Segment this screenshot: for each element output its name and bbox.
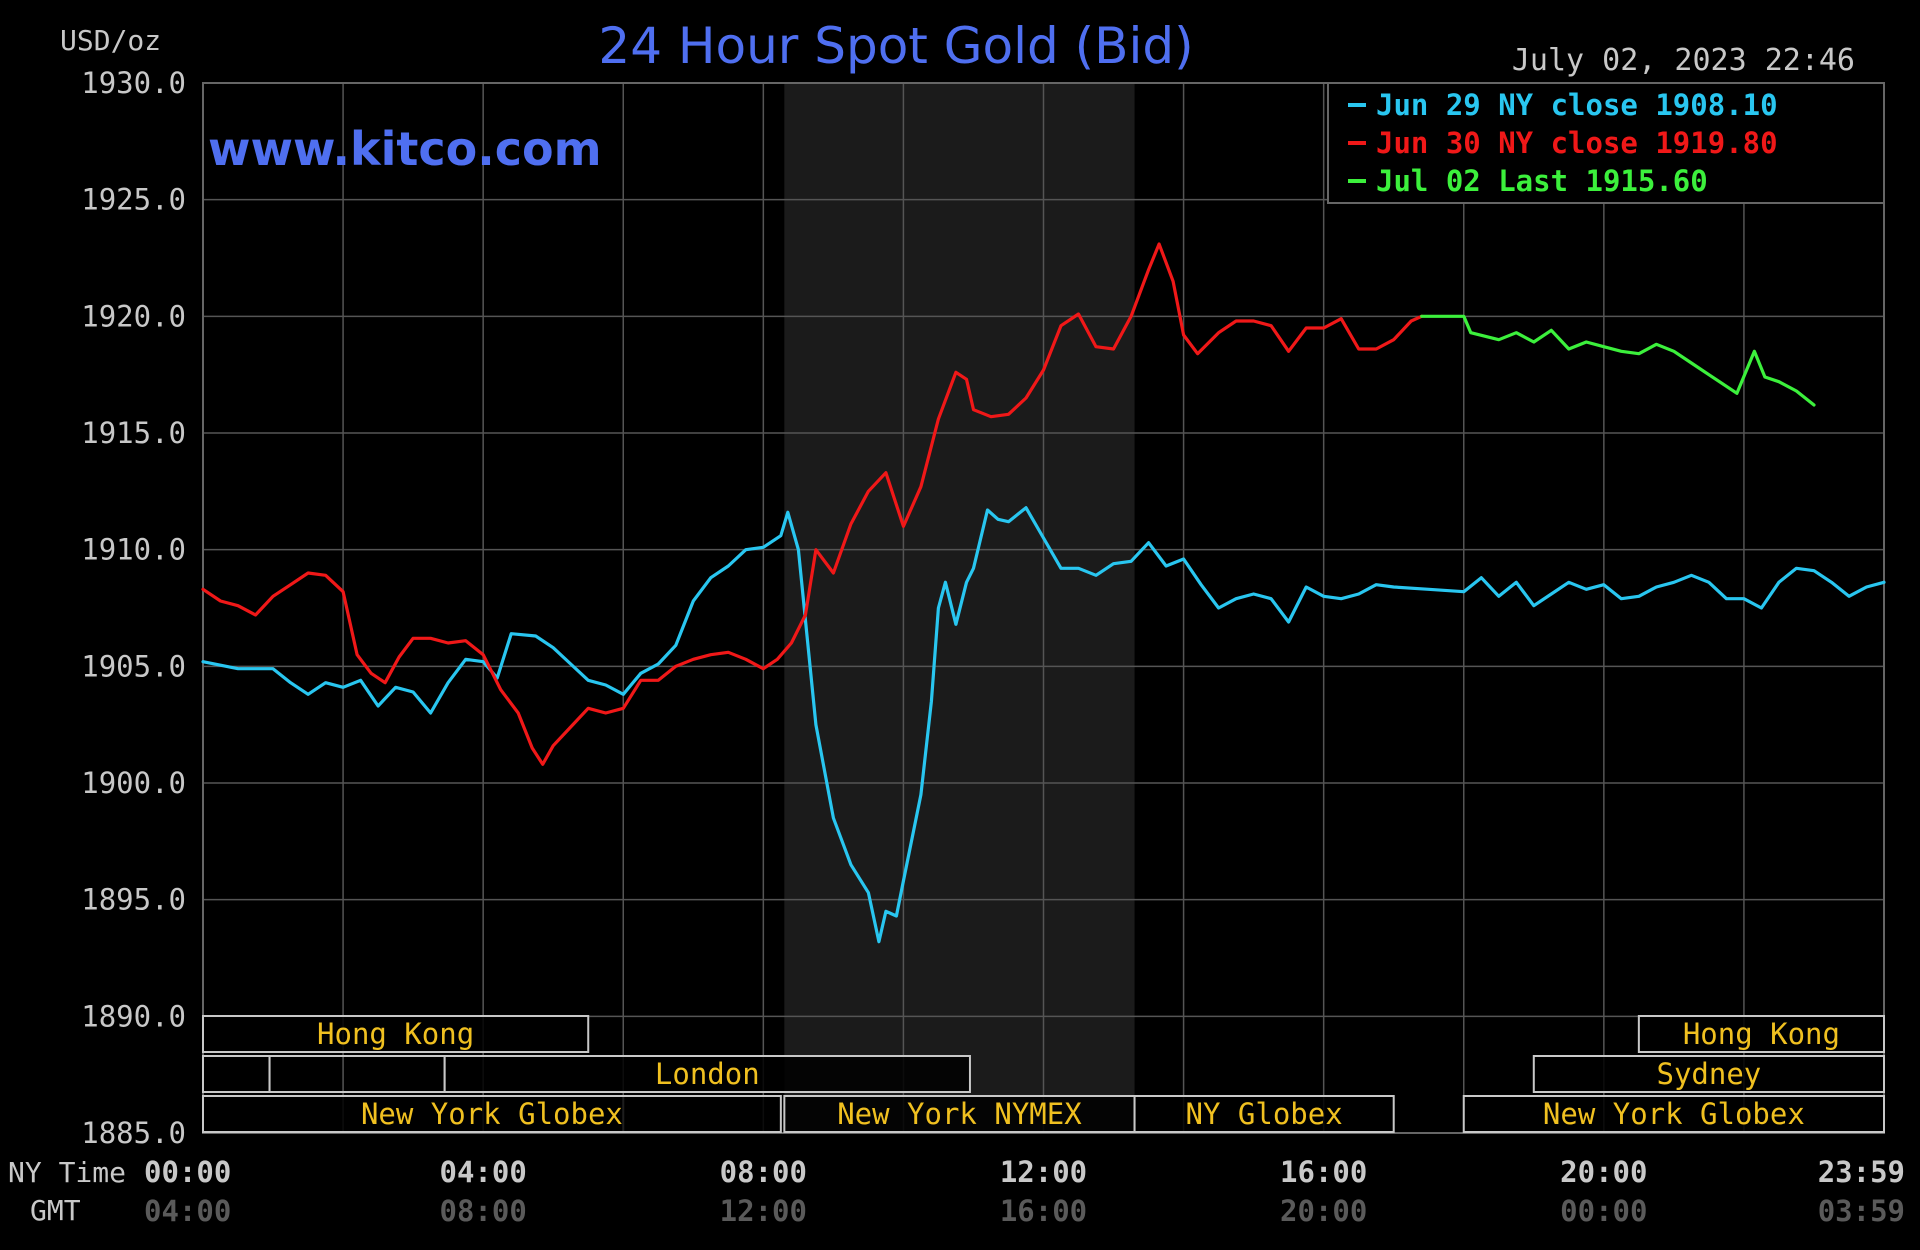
chart-grid bbox=[203, 83, 1884, 1133]
session-label: London bbox=[655, 1057, 760, 1091]
y-tick-label: 1885.0 bbox=[81, 1116, 186, 1150]
y-tick-label: 1920.0 bbox=[81, 299, 186, 333]
legend-entry: Jun 30 NY close 1919.80 bbox=[1376, 126, 1778, 160]
legend-entry: Jul 02 Last 1915.60 bbox=[1376, 164, 1708, 198]
session-label: New York NYMEX bbox=[837, 1097, 1082, 1131]
session-box bbox=[1637, 1015, 1885, 1053]
watermark-text: www.kitco.com bbox=[208, 122, 602, 176]
session-box bbox=[202, 1015, 590, 1053]
legend-box bbox=[1327, 82, 1885, 204]
session-box bbox=[202, 1055, 271, 1093]
x-tick-label-ny: 16:00 bbox=[1280, 1155, 1367, 1189]
market-sessions: Hong Kong London New York Globex New York N… bbox=[202, 1015, 1885, 1133]
x-tick-label-ny: 12:00 bbox=[1000, 1155, 1087, 1189]
y-tick-label: 1905.0 bbox=[81, 649, 186, 683]
session-box bbox=[202, 1095, 782, 1133]
y-tick-label: 1925.0 bbox=[81, 183, 186, 217]
x-tick-label-gmt: 04:00 bbox=[144, 1194, 231, 1228]
x-tick-label-gmt: 08:00 bbox=[440, 1194, 527, 1228]
y-tick-label: 1900.0 bbox=[81, 766, 186, 800]
x-tick-label-gmt: 12:00 bbox=[720, 1194, 807, 1228]
x-tick-label-ny: 00:00 bbox=[144, 1155, 231, 1189]
session-label: New York Globex bbox=[361, 1097, 623, 1131]
series-line-1 bbox=[201, 506, 1886, 944]
session-label: Hong Kong bbox=[1683, 1017, 1840, 1051]
y-tick-label: 1915.0 bbox=[81, 416, 186, 450]
ny-time-label: NY Time bbox=[8, 1156, 126, 1189]
y-tick-label: 1895.0 bbox=[81, 883, 186, 917]
x-tick-label-ny: 08:00 bbox=[720, 1155, 807, 1189]
series-line-3 bbox=[1420, 314, 1816, 407]
x-tick-label-gmt: 16:00 bbox=[1000, 1194, 1087, 1228]
legend-entry: Jun 29 NY close 1908.10 bbox=[1376, 88, 1778, 122]
x-tick-label-ny: 23:59 bbox=[1818, 1155, 1905, 1189]
chart-title: 24 Hour Spot Gold (Bid) bbox=[598, 17, 1193, 75]
session-label: Hong Kong bbox=[317, 1017, 474, 1051]
x-tick-label-gmt: 00:00 bbox=[1560, 1194, 1647, 1228]
x-tick-label-ny: 04:00 bbox=[440, 1155, 527, 1189]
x-tick-label-ny: 20:00 bbox=[1560, 1155, 1647, 1189]
legend: Jun 29 NY close 1908.10 Jun 30 NY close 1… bbox=[1327, 82, 1885, 204]
timestamp: July 02, 2023 22:46 bbox=[1512, 43, 1855, 78]
session-box bbox=[1532, 1055, 1885, 1093]
y-axis-ticks: 1930.0 1925.0 1920.0 1915.0 1910.0 1905.0 1900… bbox=[81, 66, 186, 1150]
session-label: New York Globex bbox=[1543, 1097, 1805, 1131]
y-tick-label: 1930.0 bbox=[81, 66, 186, 100]
x-tick-label-gmt: 20:00 bbox=[1280, 1194, 1367, 1228]
price-series bbox=[201, 242, 1886, 944]
gmt-label: GMT bbox=[30, 1194, 81, 1227]
session-box bbox=[268, 1055, 446, 1093]
session-box bbox=[443, 1055, 971, 1093]
session-box bbox=[1462, 1095, 1885, 1133]
y-tick-label: 1910.0 bbox=[81, 533, 186, 567]
session-label: Sydney bbox=[1657, 1057, 1762, 1091]
y-tick-label: 1890.0 bbox=[81, 999, 186, 1033]
y-axis-units: USD/oz bbox=[60, 24, 161, 57]
session-label: NY Globex bbox=[1186, 1097, 1343, 1131]
session-box bbox=[1133, 1095, 1395, 1133]
x-tick-label-gmt: 03:59 bbox=[1818, 1194, 1905, 1228]
session-box bbox=[783, 1095, 1136, 1133]
x-axis-ticks: 00:00 04:00 04:00 08:00 08:00 12:00 12:00 16:00… bbox=[144, 1155, 1905, 1228]
series-line-2 bbox=[201, 242, 1424, 766]
